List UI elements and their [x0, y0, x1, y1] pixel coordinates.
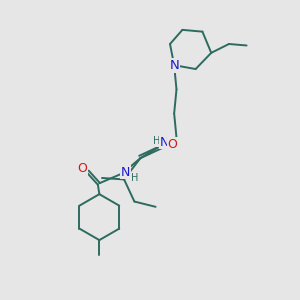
- Text: H: H: [153, 136, 160, 146]
- Text: H: H: [131, 173, 138, 183]
- Text: N: N: [169, 59, 179, 72]
- Text: N: N: [121, 166, 130, 178]
- Text: O: O: [77, 162, 87, 175]
- Text: O: O: [168, 138, 178, 151]
- Text: N: N: [160, 136, 169, 148]
